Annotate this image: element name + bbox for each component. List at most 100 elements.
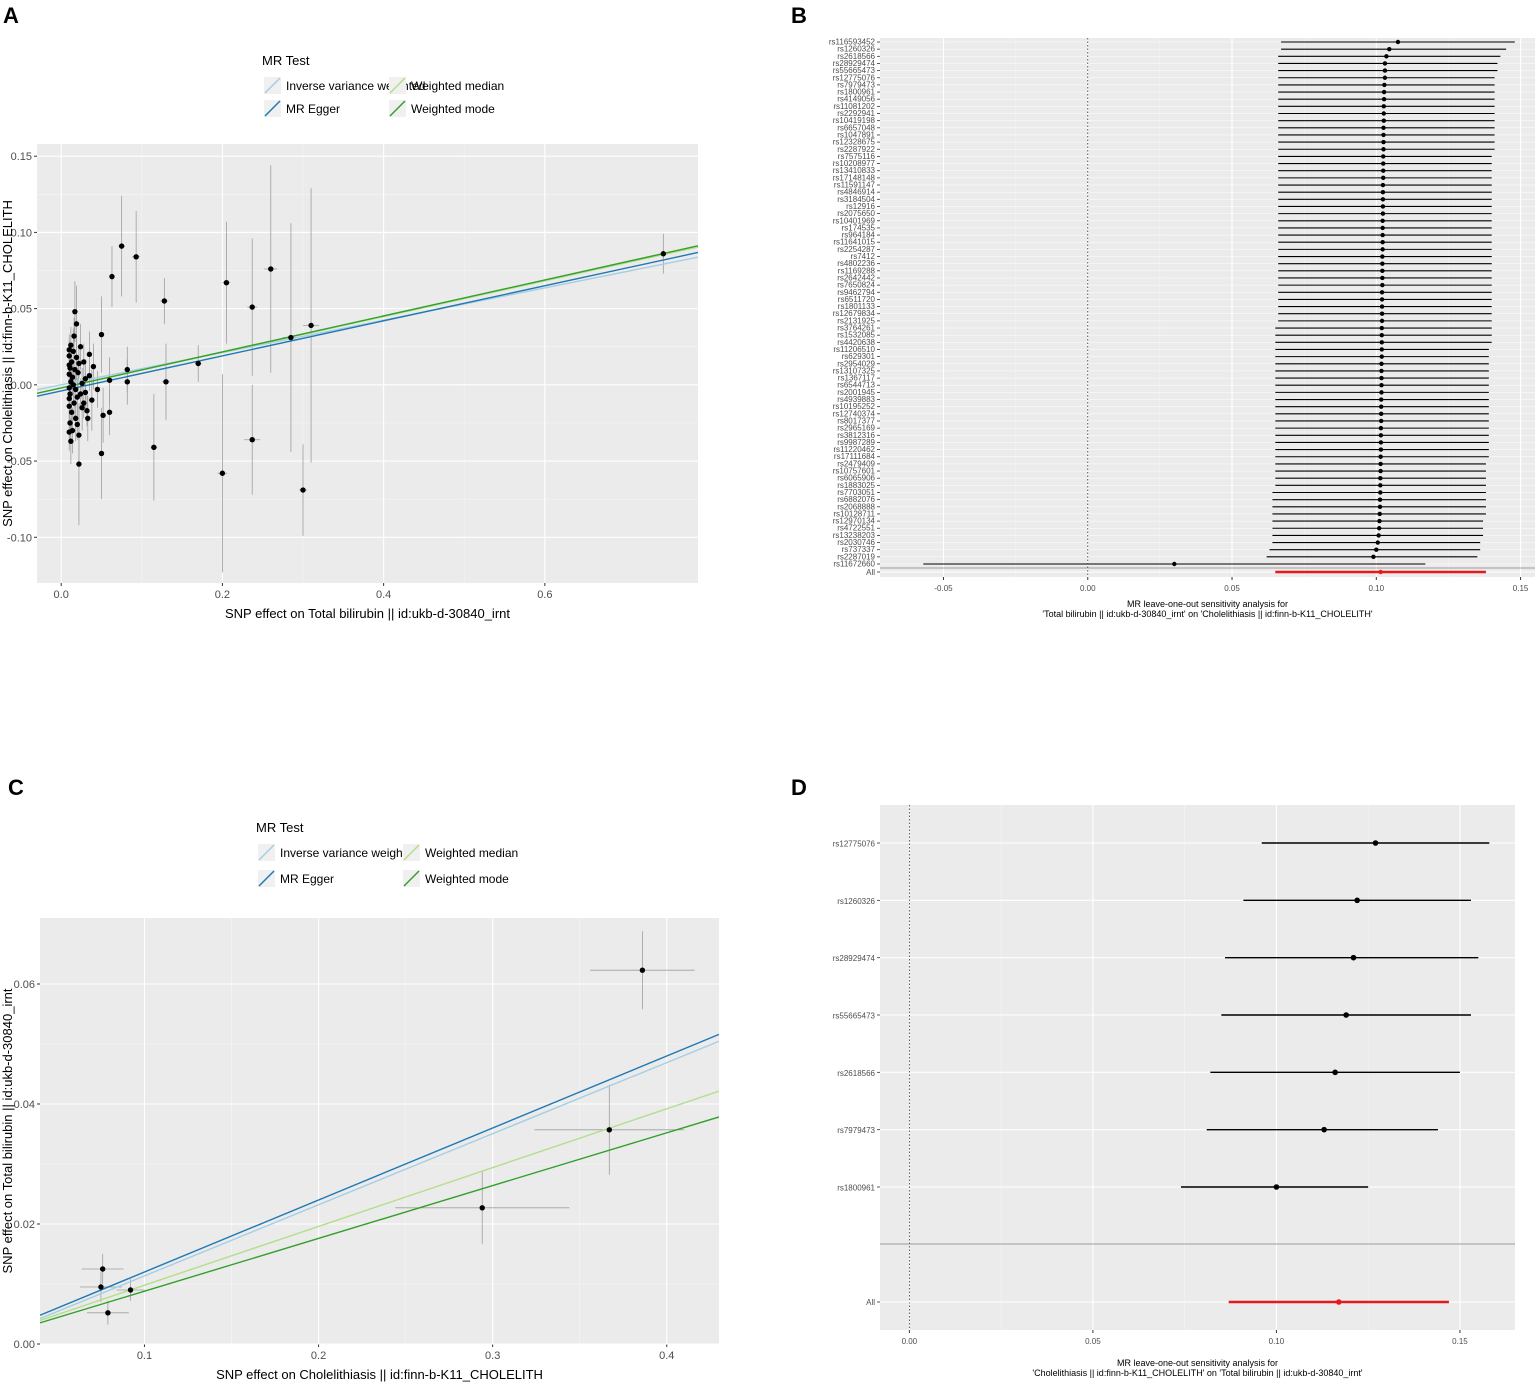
data-point (81, 400, 87, 406)
data-point (76, 432, 82, 438)
estimate-point (1381, 111, 1387, 116)
x-axis-title-line: MR leave-one-out sensitivity analysis fo… (1117, 1358, 1278, 1368)
snp-label: rs6657048 (837, 123, 875, 132)
snp-label: rs11641015 (833, 238, 875, 247)
snp-label: rs2642442 (837, 273, 875, 282)
panel-label-d: D (791, 775, 807, 800)
data-point (89, 397, 95, 403)
snp-label: rs28929474 (833, 954, 876, 963)
panel-label-b: B (791, 3, 807, 28)
legend-entry-label: MR Egger (286, 102, 340, 116)
x-tick-label: 0.00 (1080, 584, 1096, 593)
estimate-point (1354, 897, 1360, 904)
minor-gridlines (37, 144, 698, 583)
snp-label: rs7979473 (837, 80, 875, 89)
data-point (124, 366, 130, 373)
legend-entry-label: Weighted mode (425, 872, 509, 886)
estimate-point (1379, 304, 1385, 309)
estimate-point (1381, 125, 1386, 131)
snp-label: rs1169288 (838, 266, 876, 275)
legend-entry-label: Inverse variance weighted (280, 846, 419, 860)
estimate-point (1380, 211, 1386, 216)
estimate-point (1380, 204, 1386, 209)
x-axis-title-line: MR leave-one-out sensitivity analysis fo… (1127, 599, 1288, 609)
estimate-point (1381, 154, 1386, 159)
data-point (90, 363, 97, 370)
y-tick-label: 0.02 (14, 1219, 35, 1231)
estimate-point (1381, 139, 1386, 145)
snp-label: rs10757601 (833, 467, 876, 476)
estimate-point (1379, 340, 1384, 345)
estimate-point (1380, 232, 1385, 238)
data-point (66, 429, 72, 435)
snp-label: rs2954029 (837, 359, 875, 368)
snp-label: rs2618566 (837, 1069, 875, 1078)
snp-label: rs3764261 (837, 324, 875, 333)
snp-label: rs6882076 (837, 495, 875, 504)
snp-label: rs4846914 (837, 188, 875, 197)
x-axis-title: SNP effect on Cholelithiasis || id:finn-… (216, 1367, 543, 1382)
snp-label: rs6511720 (838, 295, 876, 304)
estimate-point (1380, 225, 1385, 231)
data-point (66, 353, 72, 359)
snp-label: rs12775076 (833, 73, 876, 82)
x-tick-label: 0.00 (902, 1337, 918, 1346)
legend-key-line (258, 844, 275, 861)
snp-label: rs12775076 (833, 840, 876, 849)
estimate-point (1382, 82, 1387, 88)
estimate-point (1379, 404, 1384, 409)
snp-label: rs737337 (842, 545, 876, 554)
snp-label: rs11591147 (834, 181, 876, 190)
data-point (73, 321, 80, 327)
estimate-point (1377, 497, 1383, 502)
x-tick-label: 0.2 (215, 589, 230, 601)
plot-background (880, 805, 1515, 1330)
panel-label-a: A (3, 3, 19, 28)
data-point (660, 251, 667, 257)
data-point (219, 470, 226, 476)
overall-estimate-point (1378, 569, 1383, 575)
data-point (81, 359, 87, 365)
snp-label: rs11672660 (833, 560, 875, 569)
data-point (98, 1284, 104, 1290)
estimate-point (1172, 561, 1177, 567)
data-point (106, 377, 113, 383)
data-point (106, 409, 113, 415)
estimate-point (1321, 1126, 1327, 1133)
data-point (127, 1287, 134, 1293)
snp-label: rs17111684 (834, 452, 876, 461)
data-point (72, 386, 79, 393)
snp-label: rs9462794 (837, 288, 875, 297)
estimate-point (1377, 518, 1382, 524)
estimate-point (1378, 490, 1383, 495)
estimate-point (1377, 504, 1383, 509)
estimate-point (1380, 254, 1385, 259)
snp-label: rs7650824 (837, 281, 875, 290)
data-point (133, 254, 139, 260)
snp-label: rs7703051 (837, 488, 875, 497)
snp-label: rs12970134 (833, 517, 876, 526)
snp-label: rs2068888 (837, 502, 875, 511)
data-point (124, 379, 130, 385)
data-point (195, 360, 201, 367)
panel-d-forest: 0.00 0.05 0.10 0.15 rs12775076 rs1260326 rs289… (833, 805, 1515, 1378)
data-point (118, 243, 125, 249)
snp-label: rs1801133 (838, 302, 876, 311)
estimate-point (1379, 318, 1385, 324)
snp-label: rs4802236 (837, 259, 875, 268)
snp-label: rs55665473 (833, 1012, 876, 1021)
snp-label: rs13238203 (833, 531, 876, 540)
x-tick-label: 0.15 (1513, 584, 1529, 593)
estimate-point (1380, 261, 1385, 266)
x-axis-title-line: 'Cholelithiasis || id:finn-b-K11_CHOLELI… (1032, 1368, 1363, 1378)
regression-line (37, 256, 698, 391)
legend-title: MR Test (262, 53, 310, 68)
data-point (72, 366, 78, 373)
x-tick-label: 0.10 (1269, 1337, 1285, 1346)
estimate-point (1379, 390, 1384, 395)
snp-label: rs2618566 (837, 52, 875, 61)
y-axis-title: SNP effect on Total bilirubin || id:ukb-… (0, 988, 15, 1273)
estimate-point (1380, 275, 1385, 281)
data-point (66, 403, 72, 409)
